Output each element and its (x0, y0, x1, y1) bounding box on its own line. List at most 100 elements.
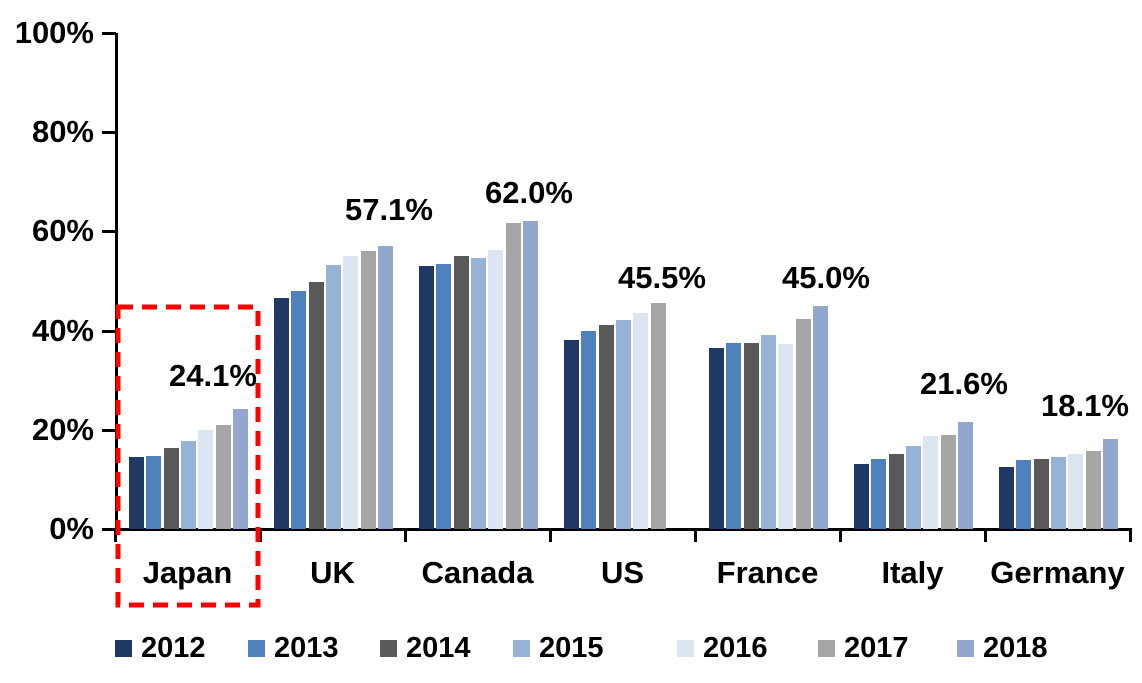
y-axis-line (115, 33, 118, 532)
bar-france-2012 (709, 347, 724, 529)
y-axis-tick-mark (102, 528, 116, 531)
japan-highlight-box (115, 304, 261, 608)
bar-canada-2014 (453, 256, 469, 529)
bar-italy-2015 (905, 445, 921, 529)
bar-france-2016 (778, 344, 794, 529)
y-axis-tick-label: 100% (14, 15, 94, 50)
bar-us-2012 (564, 339, 579, 529)
legend-label-2017: 2017 (844, 632, 909, 664)
y-axis-tick-mark (102, 329, 116, 333)
bar-france-2017 (795, 319, 811, 529)
category-label-germany: Germany (990, 555, 1125, 590)
legend-label-2015: 2015 (539, 632, 604, 664)
bar-japan-2018 (232, 409, 248, 529)
category-label-italy: Italy (881, 555, 944, 590)
bar-germany-2013 (1016, 460, 1032, 529)
y-axis-tick-mark (102, 32, 116, 35)
x-axis-tick-mark (549, 528, 552, 542)
legend-swatch-2016 (677, 639, 694, 657)
bar-uk-2016 (343, 256, 359, 529)
bar-italy-2012 (854, 464, 869, 529)
legend-label-2016: 2016 (703, 632, 768, 664)
bar-uk-2013 (291, 291, 307, 529)
y-axis-tick-label: 40% (31, 312, 94, 348)
bar-japan-2016 (198, 430, 214, 529)
bar-italy-2017 (940, 434, 956, 529)
bar-italy-2014 (888, 454, 904, 529)
legend-swatch-2015 (513, 639, 530, 657)
bar-uk-2017 (360, 251, 376, 529)
y-axis-tick-mark (102, 131, 116, 135)
y-axis-tick-label: 20% (31, 411, 94, 447)
bar-japan-2013 (146, 455, 162, 529)
chart-legend: 2012 2013 2014 2015 2016 2017 2018 (0, 629, 1142, 669)
legend-label-2014: 2014 (406, 632, 471, 664)
bar-france-2014 (743, 343, 759, 529)
legend-swatch-2017 (818, 639, 835, 657)
bar-uk-2012 (274, 298, 289, 529)
data-label-uk: 57.1% (345, 192, 433, 227)
bar-uk-2015 (325, 264, 341, 529)
bar-canada-2013 (436, 263, 452, 529)
bar-japan-2014 (163, 447, 179, 529)
bar-italy-2016 (923, 435, 939, 529)
bar-france-2013 (726, 342, 742, 529)
bar-uk-2014 (308, 281, 324, 529)
bar-italy-2018 (957, 421, 973, 529)
y-axis-tick-label: 60% (31, 213, 94, 249)
bar-germany-2015 (1050, 456, 1066, 529)
bar-canada-2016 (488, 250, 504, 529)
x-axis-tick-mark (694, 528, 697, 542)
bar-us-2016 (633, 312, 649, 529)
bar-germany-2018 (1102, 439, 1118, 529)
category-label-france: France (716, 555, 819, 590)
category-label-canada: Canada (421, 555, 534, 590)
legend-item-2018: 2018 (957, 629, 1048, 667)
bar-france-2015 (760, 334, 776, 529)
legend-item-2012: 2012 (115, 629, 206, 667)
category-label-us: US (600, 555, 645, 590)
bar-canada-2017 (505, 222, 521, 529)
bar-germany-2012 (999, 467, 1014, 529)
x-axis-tick-mark (1129, 528, 1132, 542)
legend-swatch-2012 (115, 639, 132, 657)
bar-canada-2015 (470, 257, 486, 529)
bar-us-2013 (581, 330, 597, 529)
bar-germany-2014 (1033, 458, 1049, 529)
x-axis-line (115, 528, 1131, 531)
data-label-us: 45.5% (618, 260, 706, 295)
legend-label-2013: 2013 (274, 632, 339, 664)
legend-label-2018: 2018 (983, 632, 1048, 664)
bar-canada-2018 (522, 221, 538, 529)
x-axis-tick-mark (839, 528, 842, 542)
y-axis-tick-mark (102, 230, 116, 234)
bar-uk-2018 (377, 245, 393, 529)
legend-item-2016: 2016 (677, 629, 768, 667)
legend-label-2012: 2012 (141, 632, 206, 664)
bar-germany-2017 (1085, 450, 1101, 529)
legend-item-2015: 2015 (513, 629, 604, 667)
category-label-uk: UK (310, 555, 355, 590)
bar-france-2018 (812, 305, 828, 529)
legend-item-2013: 2013 (248, 629, 339, 667)
bar-germany-2016 (1068, 453, 1084, 529)
bar-japan-2017 (215, 425, 231, 529)
bar-japan-2015 (180, 440, 196, 529)
legend-swatch-2018 (957, 639, 974, 657)
data-label-japan: 24.1% (169, 358, 257, 393)
bar-us-2014 (598, 324, 614, 529)
legend-item-2017: 2017 (818, 629, 909, 667)
data-label-germany: 18.1% (1041, 388, 1129, 423)
bar-japan-2012 (129, 457, 144, 529)
bar-canada-2012 (419, 265, 434, 529)
data-label-italy: 21.6% (920, 366, 1008, 401)
y-axis-tick-label: 0% (49, 511, 94, 546)
legend-swatch-2013 (248, 639, 265, 657)
data-label-canada: 62.0% (485, 175, 573, 210)
legend-swatch-2014 (380, 639, 397, 657)
bar-us-2017 (650, 303, 666, 529)
x-axis-tick-mark (404, 528, 407, 542)
x-axis-tick-mark (984, 528, 987, 542)
y-axis-tick-mark (102, 428, 116, 432)
